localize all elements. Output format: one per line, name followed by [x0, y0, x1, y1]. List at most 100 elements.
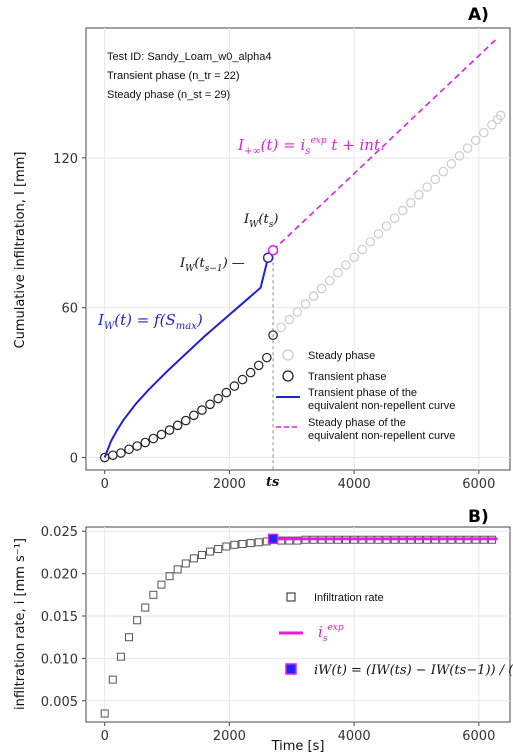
steady-point — [284, 314, 295, 325]
steady-point — [454, 151, 465, 161]
transient-point — [172, 420, 183, 431]
legend-blue-line-label: Transient phase of the equivalent non-rep… — [308, 387, 455, 412]
rate-point — [125, 633, 134, 642]
rate-point — [222, 542, 231, 551]
transient-point — [124, 444, 134, 455]
panel-a-y-axis-label: Cumulative infiltration, I [mm] — [13, 152, 28, 349]
info-line-transient: Transient phase (n_tr = 22) — [107, 70, 240, 82]
ts-axis-label: ts — [266, 475, 280, 490]
rate-point — [230, 540, 239, 549]
info-box: Test ID: Sandy_Loam_w0_alpha4 Transient … — [107, 51, 272, 101]
a-xtick-label-0: 0 — [101, 477, 109, 492]
a-ytick-label-0: 0 — [70, 452, 78, 467]
transient-point — [189, 410, 199, 421]
rate-point — [141, 603, 150, 612]
rate-point — [157, 580, 166, 589]
steady-point — [495, 110, 506, 121]
transient-point — [221, 387, 232, 398]
transient-phase-points — [99, 330, 278, 463]
iw-rate-marker — [267, 533, 279, 545]
b-xtick-label-0: 0 — [101, 729, 109, 744]
transient-point — [253, 360, 264, 371]
steady-point — [462, 143, 473, 153]
legend-magenta-dash-label: Steady phase of the equivalent non-repell… — [308, 417, 455, 442]
rate-point — [214, 545, 223, 554]
steady-point — [381, 221, 392, 231]
rate-point — [165, 572, 174, 581]
info-line-steady: Steady phase (n_st = 29) — [107, 89, 230, 101]
steady-point — [373, 228, 384, 239]
b-ytick-label-2: 0.015 — [41, 610, 78, 625]
steady-point — [357, 244, 368, 255]
legend-steady-label: Steady phase — [308, 350, 375, 362]
rate-point — [246, 539, 255, 548]
transition-markers — [262, 244, 279, 263]
info-line-test-id: Test ID: Sandy_Loam_w0_alpha4 — [107, 51, 272, 63]
b-xtick-label-1: 2000 — [213, 729, 246, 744]
legend-steady-symbol — [282, 349, 294, 361]
steady-point — [414, 190, 424, 200]
transient-point — [213, 393, 223, 404]
panel-b-x-axis-label: Time [s] — [271, 739, 325, 754]
steady-point — [430, 174, 440, 185]
panel-a-label: A) — [468, 5, 489, 25]
rate-point — [181, 559, 190, 568]
rate-point — [254, 538, 263, 547]
rate-point — [108, 675, 117, 684]
rate-point — [206, 547, 215, 556]
iw-ts-label: IW(ts) — [243, 212, 278, 230]
steady-point — [389, 213, 400, 224]
steady-point — [333, 267, 343, 278]
b-xtick-label-3: 6000 — [462, 729, 495, 744]
panel-b-y-axis-label: infiltration rate, i [mm s⁻¹] — [13, 538, 28, 710]
steady-point — [479, 127, 489, 138]
rate-point — [238, 539, 247, 548]
rate-point — [189, 554, 198, 563]
steady-point — [365, 236, 376, 247]
rate-point — [100, 709, 109, 718]
transient-point — [205, 399, 215, 410]
rate-point — [173, 565, 182, 574]
legend-rate-label: Infiltration rate — [314, 592, 384, 604]
steady-point — [422, 182, 432, 192]
rate-point — [197, 550, 206, 559]
panel-b-legend: Infiltration rate isexp iW(t) = (IW(ts) … — [279, 592, 513, 678]
transient-point — [268, 330, 278, 340]
panel-b-label: B) — [468, 507, 489, 527]
transient-point — [180, 415, 191, 426]
a-ytick-label-2: 120 — [53, 152, 78, 167]
rate-point — [293, 536, 302, 545]
legend-is-exp-label: isexp — [318, 623, 344, 644]
legend-iw-symbol — [285, 663, 297, 675]
steady-point — [308, 291, 319, 301]
transient-point — [229, 381, 240, 391]
transient-point — [148, 433, 159, 444]
legend-transient-symbol — [282, 370, 294, 382]
b-ytick-label-4: 0.025 — [41, 525, 78, 540]
steady-point — [470, 135, 481, 146]
steady-equation: I+∞(t) = isexp t + int. — [237, 136, 385, 157]
rate-point — [116, 652, 125, 661]
steady-point — [276, 322, 286, 333]
iw-ts-minus-1-label: IW(ts−1) — — [179, 256, 245, 274]
steady-equivalent-curve — [272, 37, 499, 251]
b-ytick-label-0: 0.005 — [41, 695, 78, 710]
a-ytick-label-1: 60 — [61, 302, 78, 317]
legend-transient-label: Transient phase — [308, 371, 386, 383]
transition-marker-0 — [262, 252, 274, 263]
steady-point — [487, 120, 497, 130]
transient-point — [156, 429, 167, 440]
panel-a: A) 0 60 120 0 2000 4000 6000 Cumulative infil… — [13, 5, 511, 492]
panel-a-x-ticks: 0 2000 4000 6000 — [101, 470, 495, 492]
panel-b: B) 0.005 0.010 0.015 0.020 0.025 0 2000 4000 60… — [13, 507, 513, 754]
transient-point — [116, 448, 126, 458]
transient-equivalent-curve — [103, 257, 270, 458]
panel-b-x-ticks: 0 2000 4000 6000 — [101, 722, 495, 744]
b-ytick-label-3: 0.020 — [41, 568, 78, 583]
steady-point — [397, 205, 408, 216]
transition-marker-1 — [267, 244, 279, 256]
panel-a-y-ticks: 0 60 120 — [53, 152, 86, 467]
transient-point — [197, 405, 207, 415]
transient-point — [262, 352, 272, 363]
